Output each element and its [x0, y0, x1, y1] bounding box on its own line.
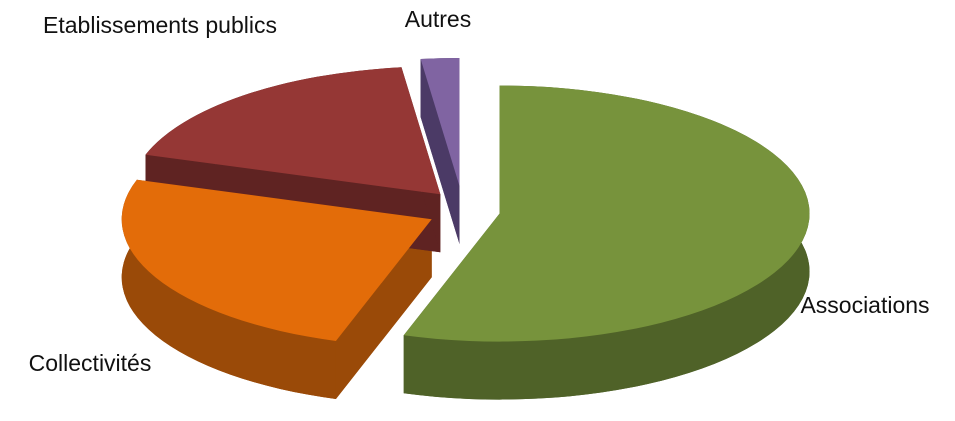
slice-label: Associations: [800, 292, 930, 318]
slice-tops: [121, 58, 810, 342]
slice: [403, 85, 810, 342]
slice-edge: [420, 59, 460, 245]
slice: [420, 58, 460, 187]
slice-label: Collectivités: [28, 350, 152, 376]
slice-wall: [121, 179, 336, 399]
slice-label: Etablissements publics: [43, 12, 277, 38]
slice: [145, 67, 441, 195]
slice-label: Autres: [404, 6, 472, 32]
slice: [121, 179, 432, 341]
